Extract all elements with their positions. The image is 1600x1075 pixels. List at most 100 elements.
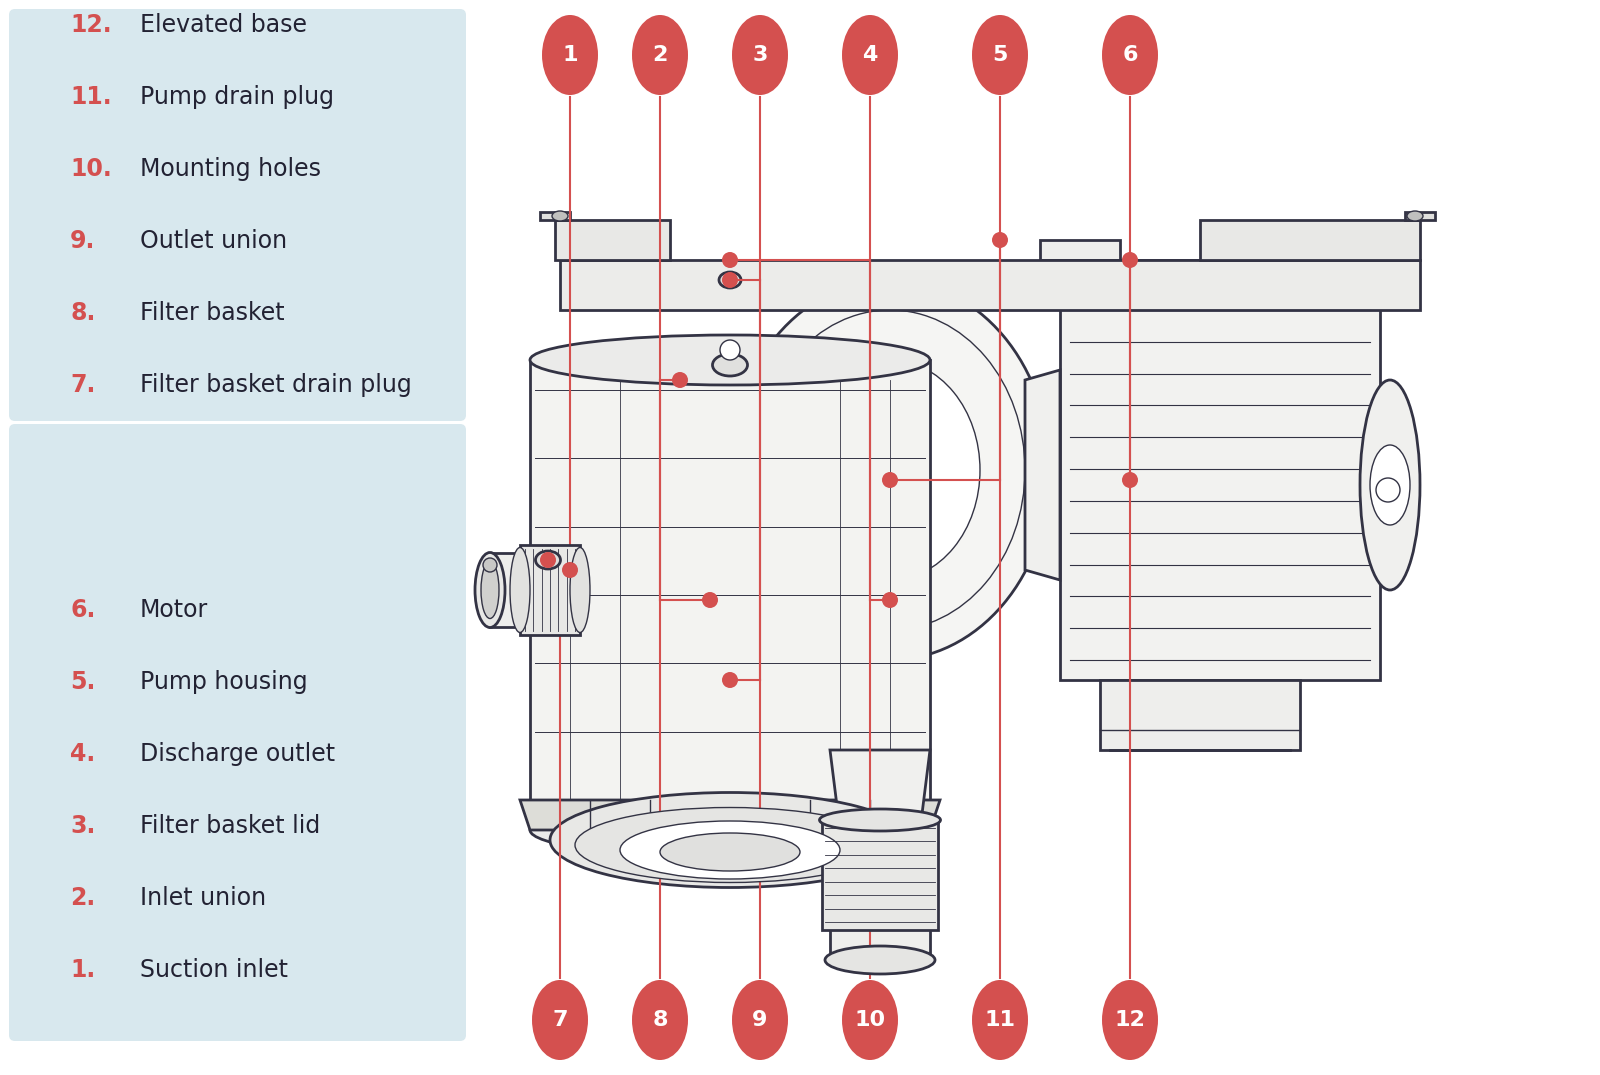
Polygon shape bbox=[1405, 212, 1435, 220]
Polygon shape bbox=[830, 750, 930, 830]
Ellipse shape bbox=[550, 792, 910, 888]
Polygon shape bbox=[560, 260, 1421, 310]
Circle shape bbox=[541, 551, 557, 568]
Text: 6.: 6. bbox=[70, 598, 96, 622]
Ellipse shape bbox=[1406, 211, 1422, 221]
Polygon shape bbox=[830, 830, 930, 960]
Text: 9.: 9. bbox=[70, 229, 96, 253]
Text: 4: 4 bbox=[862, 45, 878, 64]
Polygon shape bbox=[555, 220, 670, 260]
Ellipse shape bbox=[1102, 15, 1158, 95]
Text: 7: 7 bbox=[552, 1010, 568, 1030]
Circle shape bbox=[1376, 478, 1400, 502]
Ellipse shape bbox=[973, 15, 1027, 95]
Ellipse shape bbox=[482, 561, 499, 618]
Polygon shape bbox=[1040, 240, 1120, 260]
Text: 2: 2 bbox=[653, 45, 667, 64]
Text: Filter basket lid: Filter basket lid bbox=[141, 814, 320, 838]
Text: Suction inlet: Suction inlet bbox=[141, 958, 288, 981]
Polygon shape bbox=[520, 545, 579, 635]
Text: 12.: 12. bbox=[70, 13, 112, 37]
Text: 8.: 8. bbox=[70, 301, 96, 325]
Ellipse shape bbox=[1360, 379, 1421, 590]
Ellipse shape bbox=[819, 809, 941, 831]
Text: 12: 12 bbox=[1115, 1010, 1146, 1030]
Text: 2.: 2. bbox=[70, 886, 96, 911]
Polygon shape bbox=[1026, 370, 1059, 580]
Text: Filter basket: Filter basket bbox=[141, 301, 285, 325]
Text: 10.: 10. bbox=[70, 157, 112, 181]
Circle shape bbox=[882, 592, 898, 608]
Circle shape bbox=[720, 340, 739, 360]
Text: 6: 6 bbox=[1122, 45, 1138, 64]
Circle shape bbox=[562, 562, 578, 578]
Text: 4.: 4. bbox=[70, 742, 96, 766]
Ellipse shape bbox=[510, 547, 530, 632]
Ellipse shape bbox=[842, 15, 898, 95]
Text: 10: 10 bbox=[854, 1010, 885, 1030]
Ellipse shape bbox=[712, 354, 747, 376]
Text: Elevated base: Elevated base bbox=[141, 13, 307, 37]
Ellipse shape bbox=[536, 551, 560, 569]
Text: 1.: 1. bbox=[70, 958, 96, 981]
Ellipse shape bbox=[632, 980, 688, 1060]
Ellipse shape bbox=[621, 821, 840, 879]
Text: 7.: 7. bbox=[70, 373, 96, 397]
Circle shape bbox=[1122, 472, 1138, 488]
Circle shape bbox=[1122, 252, 1138, 268]
Ellipse shape bbox=[530, 803, 930, 858]
Polygon shape bbox=[822, 820, 938, 930]
Circle shape bbox=[882, 472, 898, 488]
FancyBboxPatch shape bbox=[10, 9, 466, 421]
Ellipse shape bbox=[530, 335, 930, 385]
Ellipse shape bbox=[800, 360, 979, 580]
Text: 5.: 5. bbox=[70, 670, 96, 694]
Text: Pump drain plug: Pump drain plug bbox=[141, 85, 334, 109]
Polygon shape bbox=[530, 360, 930, 830]
Ellipse shape bbox=[475, 553, 506, 628]
Ellipse shape bbox=[718, 272, 741, 288]
Ellipse shape bbox=[826, 946, 934, 974]
Ellipse shape bbox=[552, 211, 568, 221]
Circle shape bbox=[722, 672, 738, 688]
Ellipse shape bbox=[733, 980, 787, 1060]
Ellipse shape bbox=[574, 807, 885, 883]
Ellipse shape bbox=[973, 980, 1027, 1060]
Polygon shape bbox=[1101, 680, 1299, 750]
Ellipse shape bbox=[632, 15, 688, 95]
Text: Discharge outlet: Discharge outlet bbox=[141, 742, 334, 766]
Polygon shape bbox=[541, 212, 570, 220]
Polygon shape bbox=[1200, 220, 1421, 260]
Ellipse shape bbox=[1370, 445, 1410, 525]
Circle shape bbox=[992, 232, 1008, 248]
Polygon shape bbox=[520, 800, 941, 830]
Text: Inlet union: Inlet union bbox=[141, 886, 266, 911]
Ellipse shape bbox=[730, 280, 1050, 660]
Text: Motor: Motor bbox=[141, 598, 208, 622]
Ellipse shape bbox=[733, 15, 787, 95]
Text: 8: 8 bbox=[653, 1010, 667, 1030]
Text: 3.: 3. bbox=[70, 814, 96, 838]
Text: Outlet union: Outlet union bbox=[141, 229, 286, 253]
Ellipse shape bbox=[661, 833, 800, 871]
Circle shape bbox=[722, 252, 738, 268]
Circle shape bbox=[702, 592, 718, 608]
Text: 3: 3 bbox=[752, 45, 768, 64]
Text: 11: 11 bbox=[984, 1010, 1016, 1030]
Text: 11.: 11. bbox=[70, 85, 112, 109]
Ellipse shape bbox=[531, 980, 589, 1060]
Ellipse shape bbox=[570, 547, 590, 632]
Circle shape bbox=[672, 372, 688, 388]
Ellipse shape bbox=[1102, 980, 1158, 1060]
Ellipse shape bbox=[842, 980, 898, 1060]
Text: 1: 1 bbox=[562, 45, 578, 64]
Text: Filter basket drain plug: Filter basket drain plug bbox=[141, 373, 411, 397]
Ellipse shape bbox=[755, 310, 1026, 630]
Circle shape bbox=[483, 558, 498, 572]
Polygon shape bbox=[1059, 260, 1379, 290]
Polygon shape bbox=[1059, 290, 1379, 680]
Polygon shape bbox=[1320, 240, 1400, 260]
Text: Pump housing: Pump housing bbox=[141, 670, 307, 694]
FancyBboxPatch shape bbox=[10, 424, 466, 1041]
Text: 5: 5 bbox=[992, 45, 1008, 64]
